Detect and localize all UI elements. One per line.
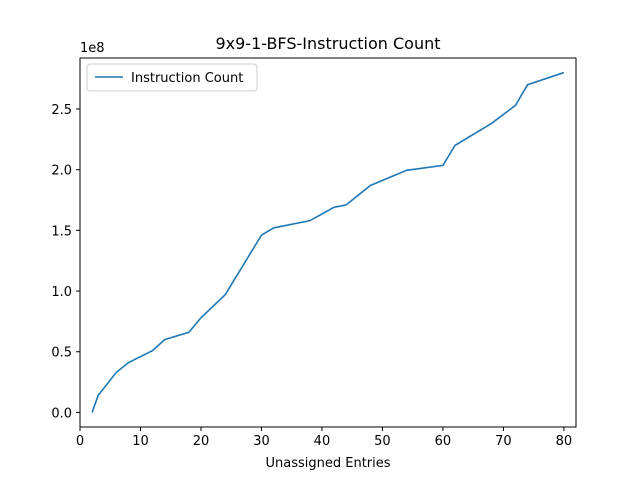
y-tick-label: 2.5 [51,103,72,118]
x-tick-label: 0 [76,434,84,449]
y-axis-ticks: 0.0 0.5 1.0 1.5 2.0 2.5 [51,103,80,421]
x-tick-label: 80 [556,434,573,449]
x-axis-ticks: 0 10 20 30 40 50 60 70 80 [76,427,572,449]
x-tick-label: 20 [193,434,210,449]
y-tick-label: 2.0 [51,164,72,179]
x-tick-label: 30 [253,434,270,449]
x-tick-label: 60 [435,434,452,449]
legend-box [86,63,258,92]
x-tick-label: 40 [314,434,331,449]
y-axis-offset-label: 1e8 [80,41,105,56]
x-tick-label: 50 [374,434,391,449]
axes-frame [79,57,577,428]
legend-label: Instruction Count [131,71,243,86]
x-tick-label: 70 [495,434,512,449]
y-tick-label: 1.0 [51,285,72,300]
y-tick-label: 0.5 [51,346,72,361]
x-tick-label: 10 [132,434,149,449]
legend: Instruction Count [86,63,258,92]
series-line-instruction-count [91,71,565,413]
y-tick-label: 0.0 [51,406,72,421]
x-axis-label: Unassigned Entries [265,456,390,471]
y-tick-label: 1.5 [51,224,72,239]
chart-title: 9x9-1-BFS-Instruction Count [215,34,440,53]
